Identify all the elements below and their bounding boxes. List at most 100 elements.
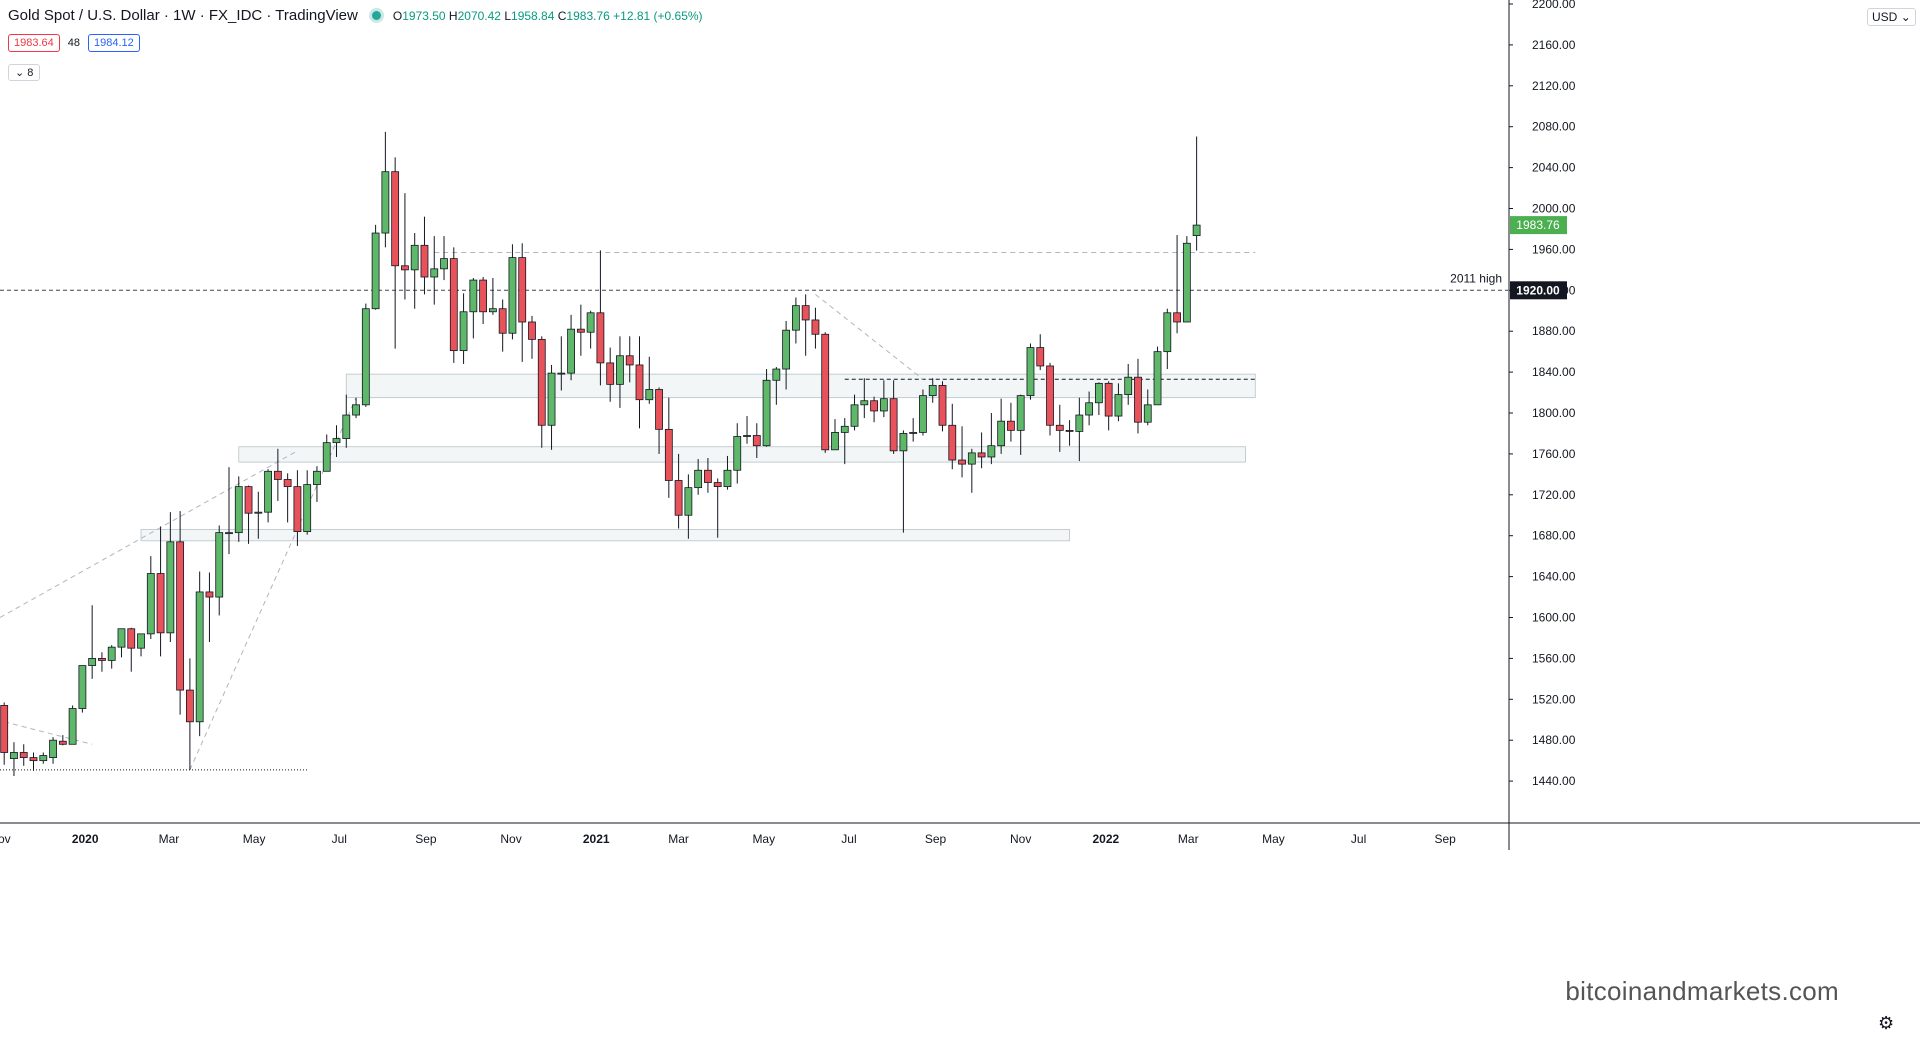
candle <box>899 430 908 533</box>
candle-body <box>225 532 233 535</box>
watermark-text: bitcoinandmarkets.com <box>1565 976 1839 1006</box>
candle <box>234 476 243 542</box>
candle <box>870 396 878 423</box>
y-tick-label: 1800.00 <box>1532 406 1576 420</box>
gear-icon[interactable]: ⚙ <box>1878 1013 1895 1033</box>
candle-body <box>928 384 937 397</box>
sell-price-button[interactable]: 1983.64 <box>8 34 60 52</box>
candle-body <box>772 368 781 381</box>
candle <box>606 347 615 402</box>
candle-body <box>1075 414 1084 432</box>
trend-line <box>0 450 298 618</box>
x-tick-label: May <box>243 832 266 846</box>
candle-body <box>1104 382 1113 417</box>
candle <box>1192 136 1201 251</box>
candle-body <box>39 755 48 762</box>
candle-body <box>831 432 839 451</box>
candle <box>78 665 87 713</box>
candle-body <box>1124 376 1133 395</box>
candle <box>958 426 966 478</box>
candle-body <box>381 171 390 234</box>
candle <box>694 459 703 495</box>
x-tick-label: Mar <box>668 832 689 846</box>
candle-body <box>352 404 360 416</box>
candle-body <box>733 436 742 471</box>
candle-body <box>49 739 57 758</box>
candle <box>273 448 282 501</box>
candle-body <box>391 171 400 267</box>
candle <box>58 735 67 746</box>
candle <box>1173 235 1181 334</box>
low-value: 1958.84 <box>511 8 555 23</box>
candle <box>743 416 751 444</box>
candle-body <box>1046 365 1054 426</box>
candle <box>68 705 77 745</box>
candle <box>528 315 536 359</box>
candle-body <box>58 740 67 745</box>
x-tick-label: Sep <box>415 832 437 846</box>
candle <box>1085 391 1094 426</box>
level-price-label: 1920.00 <box>1516 283 1560 297</box>
candle-body <box>322 442 331 472</box>
candle <box>655 387 663 454</box>
bid-ask-panel: 1983.64 48 1984.12 <box>8 34 140 52</box>
y-tick-label: 1480.00 <box>1532 733 1576 747</box>
indicators-toggle-button[interactable]: ⌄ 8 <box>8 64 41 81</box>
candle <box>645 356 654 404</box>
candle <box>860 378 869 419</box>
candle <box>410 233 419 309</box>
candle-body <box>440 258 448 270</box>
candle <box>469 278 478 339</box>
candle <box>117 628 126 658</box>
candle-body <box>215 532 224 598</box>
candle <box>1016 394 1025 455</box>
candle-body <box>137 633 145 649</box>
candle-body <box>840 425 849 433</box>
y-tick-label: 2200.00 <box>1532 0 1576 11</box>
trend-line <box>189 397 357 771</box>
candle <box>928 378 937 403</box>
candle <box>401 193 409 300</box>
x-tick-label: May <box>752 832 775 846</box>
candle <box>1094 382 1103 416</box>
candle-body <box>791 305 800 331</box>
x-tick-label: Mar <box>159 832 180 846</box>
candle <box>1026 343 1035 400</box>
candle-body <box>537 338 546 426</box>
candle <box>479 277 488 325</box>
high-label: H <box>448 8 458 23</box>
candle-body <box>498 308 507 334</box>
buy-price-button[interactable]: 1984.12 <box>88 34 140 52</box>
candle <box>459 293 468 364</box>
candle-body <box>948 424 957 461</box>
trend-line <box>4 721 93 745</box>
candle <box>821 332 830 453</box>
chart-legend: Gold Spot / U.S. Dollar · 1W · FX_IDC · … <box>8 7 703 24</box>
open-label: O <box>392 8 403 23</box>
candle <box>557 336 566 391</box>
y-tick-label: 1560.00 <box>1532 651 1576 665</box>
x-tick-label: Nov <box>1010 832 1031 846</box>
candle-body <box>469 279 478 313</box>
candle-body <box>332 438 341 444</box>
candle-body <box>713 482 722 488</box>
candle-body <box>879 398 888 412</box>
candle-body <box>1085 402 1094 416</box>
currency-select[interactable]: USD ⌄ <box>1867 8 1916 26</box>
candle <box>684 474 693 539</box>
candle <box>938 381 947 432</box>
candle <box>127 627 136 672</box>
candle-body <box>1055 424 1064 431</box>
candle-body <box>811 319 820 335</box>
candle-body <box>313 470 321 485</box>
candle-body <box>98 658 106 661</box>
candle-body <box>78 665 87 709</box>
candle-body <box>586 312 595 333</box>
candle-body <box>684 487 693 516</box>
candle <box>762 369 771 447</box>
candle <box>772 366 781 405</box>
candle-body <box>410 244 419 271</box>
symbol-title[interactable]: Gold Spot / U.S. Dollar · 1W · FX_IDC · … <box>8 7 358 24</box>
